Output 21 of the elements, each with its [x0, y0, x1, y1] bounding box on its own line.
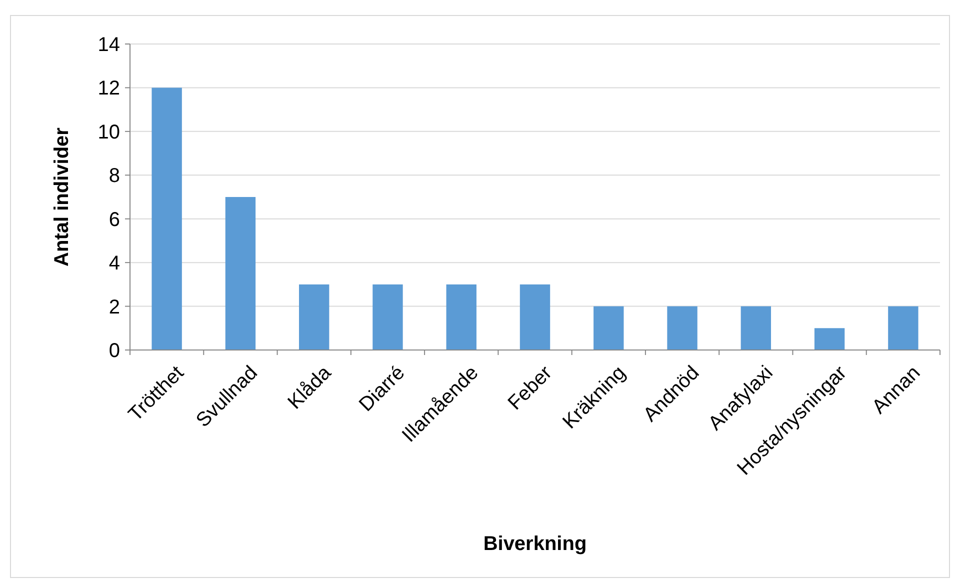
bar [446, 284, 476, 350]
y-tick-label: 10 [98, 121, 120, 144]
x-axis-title: Biverkning [483, 533, 587, 555]
bar [667, 306, 698, 350]
bar [888, 306, 918, 350]
bar [740, 306, 772, 350]
bar [298, 284, 330, 350]
bar [225, 197, 256, 350]
y-tick-label: 6 [108, 208, 120, 231]
bar [594, 306, 624, 350]
bar [814, 328, 845, 350]
y-axis-title: Antal individer [51, 127, 73, 266]
y-tick-label: 4 [108, 252, 120, 275]
y-tick-label: 8 [108, 165, 120, 188]
y-tick-label: 2 [108, 296, 120, 318]
y-tick-label: 14 [98, 34, 120, 56]
bar [520, 284, 550, 350]
bar [152, 88, 182, 350]
bar [372, 284, 403, 350]
y-tick-label: 0 [108, 340, 120, 362]
y-tick-label: 12 [98, 78, 120, 100]
